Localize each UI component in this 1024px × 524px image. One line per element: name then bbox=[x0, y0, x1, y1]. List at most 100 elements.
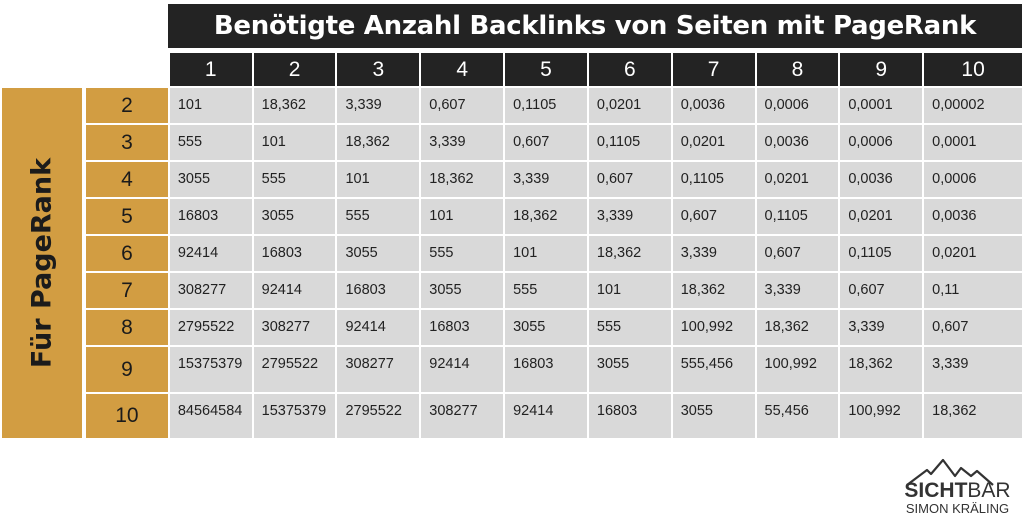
table-cell: 0,0201 bbox=[586, 86, 673, 125]
table-cell: 92414 bbox=[335, 308, 422, 347]
table-cell: 18,362 bbox=[503, 197, 589, 236]
table-cell: 555 bbox=[419, 234, 506, 273]
table-cell: 3055 bbox=[503, 308, 589, 347]
table-cell: 2795522 bbox=[167, 308, 254, 347]
table-cell: 3,339 bbox=[922, 345, 1024, 394]
table-row: 9 15375379 2795522 308277 92414 16803 3055 555,… bbox=[84, 345, 1024, 394]
table-cell: 16803 bbox=[335, 271, 422, 310]
table-cell: 16803 bbox=[586, 392, 673, 440]
table-cell: 3,339 bbox=[838, 308, 925, 347]
table-cell: 3,339 bbox=[419, 123, 506, 162]
table-cell: 0,607 bbox=[922, 308, 1024, 347]
table-cell: 18,362 bbox=[251, 86, 338, 125]
table-cell: 16803 bbox=[167, 197, 254, 236]
table-row: 3 555 101 18,362 3,339 0,607 0,1105 0,0201 0,003… bbox=[84, 123, 1024, 162]
backlinks-table: 1 2 3 4 5 6 7 8 9 10 2 101 18,362 3,339 0,607 0,1105 0,… bbox=[84, 51, 1024, 440]
table-cell: 555 bbox=[251, 160, 338, 199]
table-row: 4 3055 555 101 18,362 3,339 0,607 0,1105 0,0201 0… bbox=[84, 160, 1024, 199]
table-cell: 3055 bbox=[419, 271, 506, 310]
table-cell: 0,607 bbox=[754, 234, 841, 273]
logo-brand-light: BAR bbox=[967, 479, 1011, 502]
logo-brand-bold: SICHT bbox=[904, 479, 968, 502]
row-axis-label-text: Für PageRank bbox=[26, 157, 58, 369]
table-cell: 84564584 bbox=[167, 392, 254, 440]
table-cell: 308277 bbox=[251, 308, 338, 347]
table-cell: 0,1105 bbox=[503, 86, 589, 125]
table-cell: 2795522 bbox=[335, 392, 422, 440]
table-cell: 0,0201 bbox=[670, 123, 757, 162]
table-cell: 101 bbox=[251, 123, 338, 162]
table-cell: 3,339 bbox=[754, 271, 841, 310]
row-label: 3 bbox=[84, 123, 170, 162]
table-cell: 101 bbox=[586, 271, 673, 310]
table-cell: 100,992 bbox=[838, 392, 925, 440]
table-cell: 0,0006 bbox=[838, 123, 925, 162]
table-row: 6 92414 16803 3055 555 101 18,362 3,339 0,607 0,1… bbox=[84, 234, 1024, 273]
row-label: 5 bbox=[84, 197, 170, 236]
table-cell: 0,0036 bbox=[922, 197, 1024, 236]
column-header: 8 bbox=[754, 51, 841, 88]
table-cell: 308277 bbox=[167, 271, 254, 310]
row-axis-label: Für PageRank bbox=[2, 88, 82, 438]
column-header: 7 bbox=[670, 51, 757, 88]
table-cell: 0,11 bbox=[922, 271, 1024, 310]
table-cell: 55,456 bbox=[754, 392, 841, 440]
row-label: 4 bbox=[84, 160, 170, 199]
table-cell: 0,607 bbox=[670, 197, 757, 236]
table-cell: 3,339 bbox=[670, 234, 757, 273]
column-header: 3 bbox=[335, 51, 422, 88]
table-cell: 3055 bbox=[167, 160, 254, 199]
column-header: 9 bbox=[838, 51, 925, 88]
table-row: 8 2795522 308277 92414 16803 3055 555 100,992 18… bbox=[84, 308, 1024, 347]
column-header: 1 bbox=[167, 51, 254, 88]
table-cell: 3055 bbox=[251, 197, 338, 236]
row-label: 7 bbox=[84, 271, 170, 310]
table-cell: 3055 bbox=[586, 345, 673, 394]
table-cell: 3055 bbox=[335, 234, 422, 273]
table-cell: 0,1105 bbox=[838, 234, 925, 273]
table-cell: 92414 bbox=[167, 234, 254, 273]
table-cell: 92414 bbox=[419, 345, 506, 394]
table-cell: 555 bbox=[503, 271, 589, 310]
table-row: 5 16803 3055 555 101 18,362 3,339 0,607 0,1105 0,… bbox=[84, 197, 1024, 236]
table-cell: 15375379 bbox=[251, 392, 338, 440]
table-cell: 0,607 bbox=[503, 123, 589, 162]
table-cell: 0,0001 bbox=[838, 86, 925, 125]
column-header: 2 bbox=[251, 51, 338, 88]
corner-cell bbox=[84, 51, 170, 88]
table-cell: 16803 bbox=[419, 308, 506, 347]
table-cell: 18,362 bbox=[670, 271, 757, 310]
column-header: 4 bbox=[419, 51, 506, 88]
table-cell: 3,339 bbox=[586, 197, 673, 236]
table-cell: 0,607 bbox=[419, 86, 506, 125]
table-row: 7 308277 92414 16803 3055 555 101 18,362 3,339 0,… bbox=[84, 271, 1024, 310]
table-cell: 18,362 bbox=[335, 123, 422, 162]
table-cell: 0,00002 bbox=[922, 86, 1024, 125]
table-cell: 0,0201 bbox=[754, 160, 841, 199]
table-cell: 16803 bbox=[503, 345, 589, 394]
table-cell: 100,992 bbox=[754, 345, 841, 394]
table-cell: 2795522 bbox=[251, 345, 338, 394]
logo-subtitle: SIMON KRÄLING bbox=[905, 501, 1010, 516]
table-cell: 92414 bbox=[251, 271, 338, 310]
table-cell: 101 bbox=[419, 197, 506, 236]
table-cell: 101 bbox=[503, 234, 589, 273]
table-row: 10 84564584 15375379 2795522 308277 92414 1680… bbox=[84, 392, 1024, 440]
table-cell: 101 bbox=[335, 160, 422, 199]
table-cell: 101 bbox=[167, 86, 254, 125]
table-cell: 555 bbox=[586, 308, 673, 347]
table-cell: 0,0001 bbox=[922, 123, 1024, 162]
table-cell: 18,362 bbox=[419, 160, 506, 199]
table-cell: 308277 bbox=[419, 392, 506, 440]
row-label: 2 bbox=[84, 86, 170, 125]
table-cell: 18,362 bbox=[586, 234, 673, 273]
table-cell: 555 bbox=[167, 123, 254, 162]
table-row: 2 101 18,362 3,339 0,607 0,1105 0,0201 0,0036 0,… bbox=[84, 86, 1024, 125]
table-cell: 0,0006 bbox=[754, 86, 841, 125]
table-cell: 15375379 bbox=[167, 345, 254, 394]
row-label: 8 bbox=[84, 308, 170, 347]
table-cell: 0,607 bbox=[586, 160, 673, 199]
table-cell: 3,339 bbox=[335, 86, 422, 125]
table-cell: 18,362 bbox=[754, 308, 841, 347]
table-cell: 16803 bbox=[251, 234, 338, 273]
